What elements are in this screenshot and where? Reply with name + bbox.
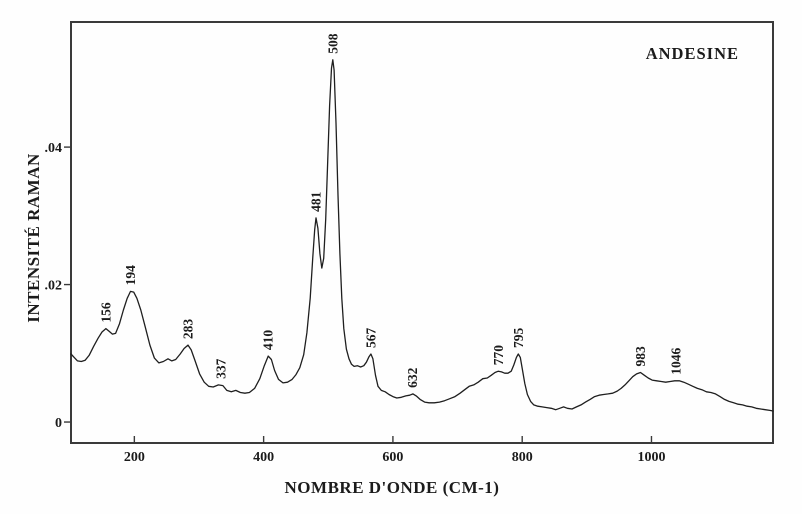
mineral-name-label: ANDESINE bbox=[646, 44, 739, 63]
peak-label-283: 283 bbox=[181, 319, 196, 340]
peak-label-770: 770 bbox=[491, 345, 506, 366]
y-axis-title: INTENSITÉ RAMAN bbox=[24, 153, 43, 323]
peak-label-508: 508 bbox=[325, 33, 340, 54]
x-tick-label: 200 bbox=[124, 450, 145, 465]
y-tick-label: .02 bbox=[45, 279, 63, 294]
x-tick-label: 1000 bbox=[637, 450, 665, 465]
x-axis-title: NOMBRE D'ONDE (CM-1) bbox=[285, 478, 500, 497]
plot-frame bbox=[70, 21, 774, 444]
peak-label-632: 632 bbox=[405, 367, 420, 388]
peak-label-1046: 1046 bbox=[669, 348, 684, 375]
peak-label-194: 194 bbox=[123, 265, 138, 286]
peak-label-567: 567 bbox=[363, 328, 378, 349]
peak-label-156: 156 bbox=[98, 302, 113, 323]
y-tick-label: 0 bbox=[55, 416, 62, 431]
y-tick-label: .04 bbox=[45, 141, 63, 156]
x-tick-label: 400 bbox=[253, 450, 274, 465]
x-tick-label: 800 bbox=[512, 450, 533, 465]
peak-label-410: 410 bbox=[261, 330, 276, 351]
peak-label-337: 337 bbox=[214, 358, 229, 379]
chart-layer: 200 400 600 800 1000 0 .02 .04 156 194 283 337 410 48… bbox=[45, 21, 774, 465]
peak-label-795: 795 bbox=[511, 328, 526, 349]
peak-label-481: 481 bbox=[309, 191, 324, 212]
peak-label-983: 983 bbox=[633, 346, 648, 367]
x-tick-label: 600 bbox=[382, 450, 403, 465]
spectrum-curve bbox=[70, 59, 774, 412]
